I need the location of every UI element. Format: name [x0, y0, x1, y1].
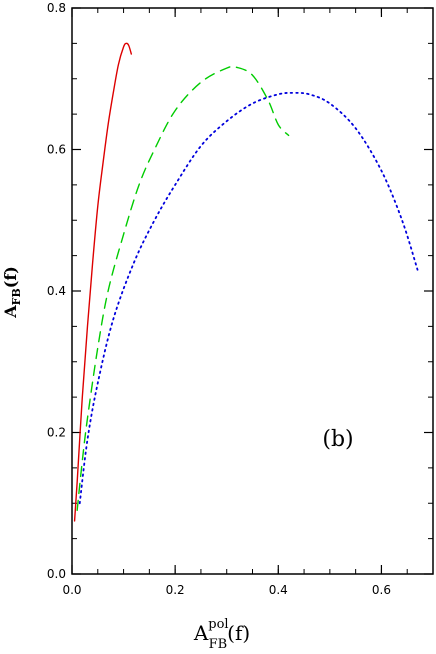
series-line-solid [73, 42, 133, 522]
panel-annotation: (b) [322, 427, 353, 452]
x-axis-title: Apol FB(f) [193, 617, 250, 652]
x-axis-title-suffix: (f) [227, 621, 250, 645]
x-tick-label: 0.0 [62, 583, 81, 597]
y-tick-label: 0.8 [47, 1, 66, 15]
x-axis-title-sup: pol [208, 617, 228, 632]
x-tick-label: 0.4 [269, 583, 288, 597]
y-tick-label: 0.4 [47, 284, 66, 298]
plot-frame [71, 7, 434, 575]
x-axis-title-sub: FB [209, 637, 228, 652]
series-layer [73, 42, 419, 522]
y-tick-label: 0.2 [47, 426, 66, 440]
y-axis-title-sub: FB [10, 288, 23, 305]
y-tick-label: 0.6 [47, 143, 66, 157]
y-axis-title: AFB(f) [1, 266, 23, 319]
x-tick-label: 0.6 [372, 583, 391, 597]
series-line-dashed [76, 65, 290, 512]
y-axis-title-suffix: (f) [1, 266, 20, 288]
series-line-dotted [78, 91, 419, 505]
axis-tick-labels: 0.0 0.2 0.4 0.6 0.0 0.2 0.4 0.6 0.8 [47, 1, 391, 597]
x-tick-label: 0.2 [166, 583, 185, 597]
x-axis-title-main: A [193, 621, 209, 645]
y-axis-title-main: A [1, 305, 20, 319]
axis-ticks [71, 7, 434, 575]
y-tick-label: 0.0 [47, 567, 66, 581]
